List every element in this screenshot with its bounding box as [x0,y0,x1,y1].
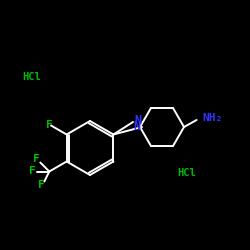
Text: F: F [29,166,36,176]
Text: F: F [38,180,45,190]
Text: F: F [33,154,40,164]
Text: NH₂: NH₂ [202,113,223,123]
Text: F: F [46,120,52,130]
Text: HCl: HCl [22,72,41,82]
Text: N: N [134,114,141,126]
Text: N: N [134,120,140,134]
Text: HCl: HCl [177,168,196,178]
